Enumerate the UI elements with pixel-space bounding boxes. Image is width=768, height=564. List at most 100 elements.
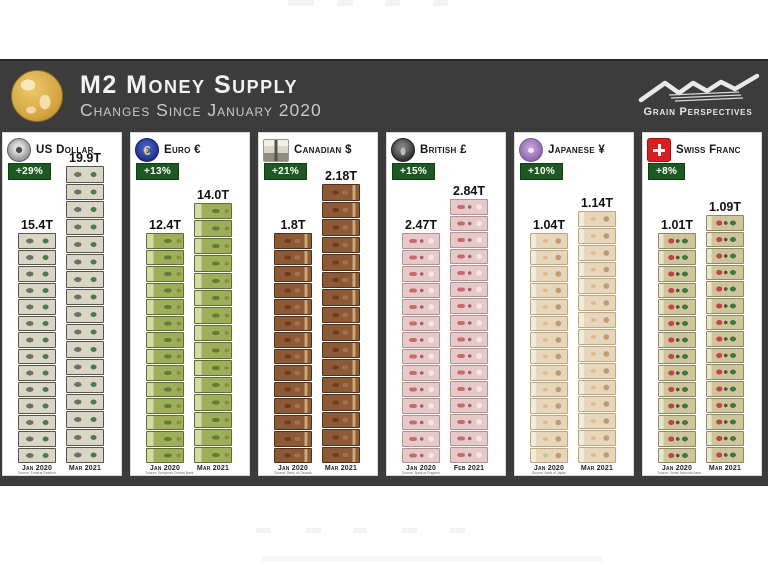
banknote-graphic bbox=[274, 233, 312, 249]
infographic-banner: M2 Money Supply Changes Since January 20… bbox=[0, 59, 768, 486]
banknote-graphic bbox=[658, 249, 696, 265]
banknote-bar-right bbox=[450, 199, 488, 463]
banknote-graphic bbox=[530, 233, 568, 249]
banknote-graphic bbox=[658, 381, 696, 397]
banknote-graphic bbox=[66, 306, 104, 323]
banknote-graphic bbox=[530, 299, 568, 315]
currency-panels-row: US Dollar +29% 15.4T 19.9T Jan 2020 Mar … bbox=[2, 132, 762, 476]
banknote-graphic bbox=[18, 282, 56, 298]
banknote-graphic bbox=[658, 414, 696, 430]
banknote-graphic bbox=[274, 348, 312, 364]
banknote-graphic bbox=[18, 398, 56, 414]
source-note: Source: Bank of Canada bbox=[274, 470, 312, 475]
brand-name: Grain Perspectives bbox=[643, 106, 753, 118]
banknote-graphic bbox=[322, 394, 360, 411]
banknote-graphic bbox=[274, 315, 312, 331]
value-label-left: 1.04T bbox=[533, 218, 565, 232]
banknote-graphic bbox=[578, 261, 616, 278]
banknote-graphic bbox=[706, 314, 744, 331]
banknote-graphic bbox=[450, 364, 488, 381]
banknote-graphic bbox=[402, 266, 440, 282]
banknote-graphic bbox=[322, 324, 360, 341]
banknote-graphic bbox=[66, 428, 104, 446]
banknote-graphic bbox=[66, 218, 104, 236]
banknote-graphic bbox=[402, 249, 440, 265]
banknote-graphic bbox=[274, 365, 312, 381]
banknote-graphic bbox=[658, 447, 696, 463]
main-title: M2 Money Supply bbox=[80, 70, 298, 99]
banknote-graphic bbox=[450, 331, 488, 348]
banknote-bar-left bbox=[530, 233, 568, 463]
banknote-graphic bbox=[66, 253, 104, 271]
banknote-graphic bbox=[530, 249, 568, 265]
banknote-graphic bbox=[402, 431, 440, 447]
banknote-graphic bbox=[66, 411, 104, 428]
banknote-graphic bbox=[578, 447, 616, 463]
banknote-graphic bbox=[706, 215, 744, 231]
banknote-graphic bbox=[658, 282, 696, 298]
currency-panel: British £ +15% 2.47T 2.84T Jan 2020 Feb … bbox=[386, 132, 506, 476]
banknote-graphic bbox=[66, 446, 104, 464]
banknote-graphic bbox=[706, 248, 744, 264]
banknote-bar-right bbox=[706, 215, 744, 463]
banknote-bar-left bbox=[274, 233, 312, 463]
banknote-graphic bbox=[18, 414, 56, 430]
banknote-graphic bbox=[322, 184, 360, 201]
banknote-graphic bbox=[450, 232, 488, 248]
banknote-graphic bbox=[706, 331, 744, 347]
banknote-graphic bbox=[322, 254, 360, 271]
banknote-graphic bbox=[146, 431, 184, 447]
date-label-right: Mar 2021 bbox=[196, 465, 230, 472]
banknote-graphic bbox=[530, 266, 568, 282]
banknote-graphic bbox=[66, 323, 104, 341]
banknote-graphic bbox=[402, 233, 440, 249]
banknote-graphic bbox=[578, 430, 616, 447]
banknote-graphic bbox=[658, 348, 696, 364]
canada-parliament-icon bbox=[263, 138, 289, 162]
banknote-graphic bbox=[530, 282, 568, 298]
banknote-graphic bbox=[402, 348, 440, 364]
banknote-graphic bbox=[658, 431, 696, 447]
panel-header: Japanese ¥ bbox=[519, 138, 631, 162]
banknote-graphic bbox=[146, 315, 184, 331]
value-label-left: 1.8T bbox=[280, 218, 306, 232]
banknote-graphic bbox=[578, 379, 616, 396]
banknote-bar-left bbox=[146, 233, 184, 463]
banknote-graphic bbox=[402, 299, 440, 315]
banknote-graphic bbox=[450, 314, 488, 331]
banknote-graphic bbox=[146, 398, 184, 414]
currency-panel: Euro € +13% 12.4T 14.0T Jan 2020 Mar 202… bbox=[130, 132, 250, 476]
subtitle: Changes Since January 2020 bbox=[80, 99, 322, 120]
value-label-left: 12.4T bbox=[149, 218, 181, 232]
currency-panel: Japanese ¥ +10% 1.04T 1.14T Jan 2020 Mar… bbox=[514, 132, 634, 476]
banknote-graphic bbox=[706, 364, 744, 380]
banknote-graphic bbox=[194, 237, 232, 255]
banknote-graphic bbox=[322, 429, 360, 446]
banknote-graphic bbox=[146, 348, 184, 364]
banknote-graphic bbox=[402, 414, 440, 430]
banknote-graphic bbox=[450, 348, 488, 364]
euro-coin-icon bbox=[135, 138, 159, 162]
value-label-left: 1.01T bbox=[661, 218, 693, 232]
banknote-graphic bbox=[402, 381, 440, 397]
banknote-graphic bbox=[146, 414, 184, 430]
date-label-left: Jan 2020 bbox=[277, 465, 309, 472]
banknote-bar-right bbox=[66, 166, 104, 464]
banknote-graphic bbox=[18, 348, 56, 364]
banknote-graphic bbox=[194, 203, 232, 220]
banknote-graphic bbox=[658, 299, 696, 315]
banknote-graphic bbox=[530, 365, 568, 381]
faded-artifact bbox=[262, 556, 602, 562]
banknote-graphic bbox=[578, 413, 616, 430]
source-note: Source: Bank of Japan bbox=[531, 470, 567, 475]
globe-icon bbox=[11, 69, 63, 122]
banknote-graphic bbox=[450, 298, 488, 314]
banknote-graphic bbox=[578, 278, 616, 295]
source-note: Source: Bank of England bbox=[402, 470, 440, 475]
banknote-graphic bbox=[66, 288, 104, 306]
date-label-left: Jan 2020 bbox=[21, 465, 53, 472]
banknote-graphic bbox=[578, 312, 616, 329]
banknote-graphic bbox=[194, 359, 232, 377]
faded-artifact bbox=[288, 0, 314, 6]
source-note: Source: Federal Reserve bbox=[18, 470, 56, 475]
